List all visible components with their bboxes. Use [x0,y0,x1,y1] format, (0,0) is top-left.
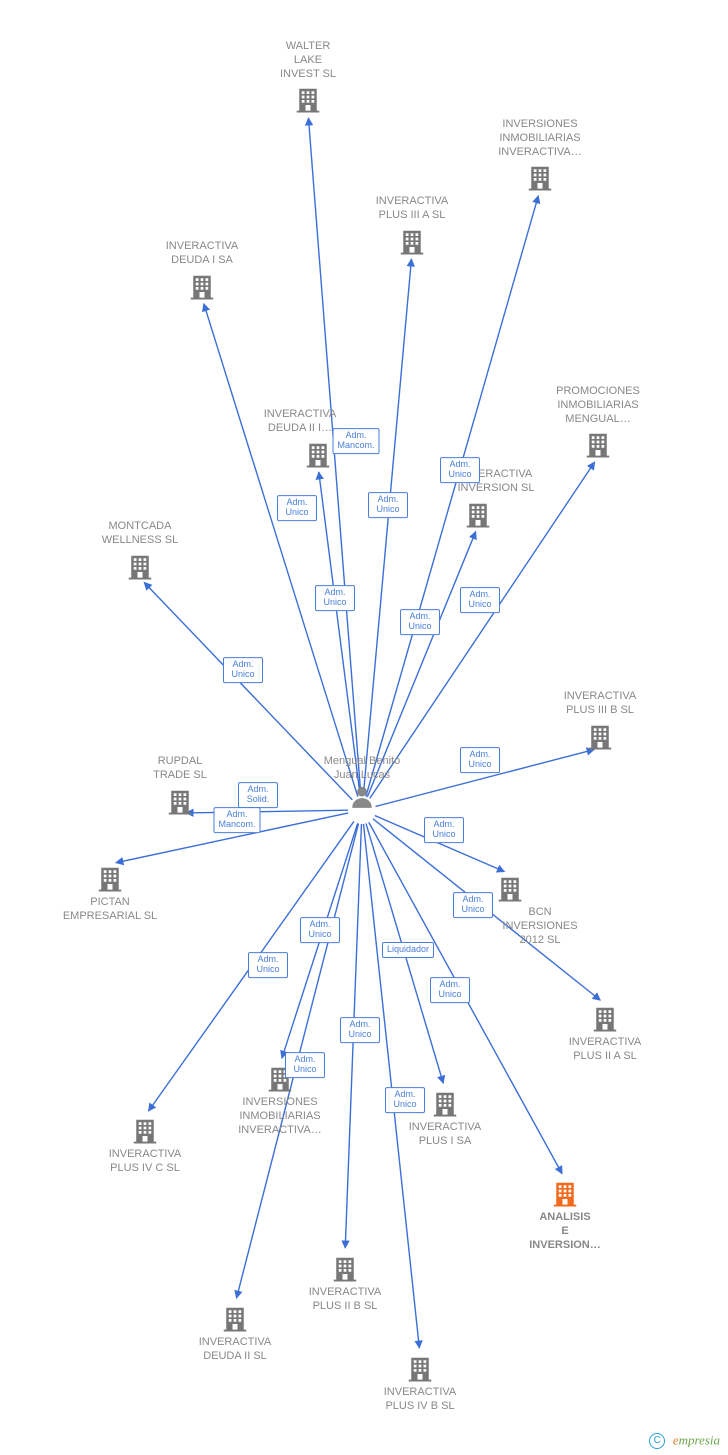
building-icon [175,1304,295,1334]
building-icon [248,85,368,115]
edge-label: Adm. Unico [430,977,470,1003]
edge-line [363,259,411,796]
edge-label: Adm. Unico [440,457,480,483]
edge-label: Adm. Mancom. [332,428,379,454]
edge-label: Adm. Unico [285,1052,325,1078]
company-node: INVERACTIVA PLUS III B SL [540,690,660,754]
copyright-brand: empresia [673,1433,720,1448]
company-label: ANALISIS E INVERSION… [505,1211,625,1252]
company-label: INVERSIONES INMOBILIARIAS INVERACTIVA… [480,118,600,159]
company-node: INVERACTIVA PLUS II B SL [285,1250,405,1314]
center-label: Mengual Benito Juan Lucas [312,755,412,783]
edge-line [319,472,360,796]
company-node: PROMOCIONES INMOBILIARIAS MENGUAL… [538,385,658,462]
company-node: WALTER LAKE INVEST SL [248,40,368,117]
building-icon [352,227,472,257]
company-node: INVERACTIVA PLUS III A SL [352,195,472,259]
building-icon [85,1116,205,1146]
edge-label: Adm. Unico [400,609,440,635]
building-icon [360,1354,480,1384]
company-node: INVERACTIVA DEUDA II SL [175,1300,295,1364]
company-node: ANALISIS E INVERSION… [505,1175,625,1252]
center-person-node: Mengual Benito Juan Lucas [312,755,412,816]
company-label: INVERACTIVA PLUS III A SL [352,195,472,223]
person-icon [312,783,412,816]
building-icon [142,272,262,302]
edge-label: Adm. Unico [453,892,493,918]
company-label: MONTCADA WELLNESS SL [80,520,200,548]
copyright-symbol: C [649,1433,665,1449]
edge-label: Adm. Unico [424,817,464,843]
building-icon [505,1179,625,1209]
company-label: INVERACTIVA PLUS IV B SL [360,1386,480,1414]
edge-label: Adm. Unico [368,492,408,518]
building-icon [540,722,660,752]
company-label: INVERACTIVA DEUDA I SA [142,240,262,268]
company-node: INVERACTIVA PLUS II A SL [545,1000,665,1064]
building-icon [480,163,600,193]
company-label: RUPDAL TRADE SL [120,755,240,783]
company-node: PICTAN EMPRESARIAL SL [50,860,170,924]
company-label: INVERACTIVA PLUS II A SL [545,1036,665,1064]
company-label: INVERSIONES INMOBILIARIAS INVERACTIVA… [220,1096,340,1137]
company-label: INVERACTIVA DEUDA II SL [175,1336,295,1364]
building-icon [418,500,538,530]
edge-label: Adm. Unico [340,1017,380,1043]
edge-label: Adm. Unico [385,1087,425,1113]
building-icon [545,1004,665,1034]
edge-label: Adm. Unico [223,657,263,683]
building-icon [285,1254,405,1284]
edge-label: Adm. Unico [460,747,500,773]
edge-label: Adm. Unico [248,952,288,978]
edge-label: Liquidador [382,942,434,958]
edge-line [204,304,358,797]
edge-label: Adm. Unico [460,587,500,613]
company-node: INVERACTIVA PLUS IV C SL [85,1112,205,1176]
company-label: PICTAN EMPRESARIAL SL [50,896,170,924]
company-label: INVERACTIVA PLUS IV C SL [85,1148,205,1176]
company-label: WALTER LAKE INVEST SL [248,40,368,81]
company-label: BCN INVERSIONES 2012 SL [480,906,600,947]
building-icon [50,864,170,894]
building-icon [538,430,658,460]
company-label: INVERACTIVA PLUS I SA [385,1121,505,1149]
edge-label: Adm. Unico [277,495,317,521]
edge-label: Adm. Solid. [238,782,278,808]
edge-label: Adm. Unico [300,917,340,943]
company-label: INVERACTIVA PLUS II B SL [285,1286,405,1314]
company-node: INVERSIONES INMOBILIARIAS INVERACTIVA… [480,118,600,195]
edge-label: Adm. Mancom. [213,807,260,833]
company-node: INVERACTIVA PLUS IV B SL [360,1350,480,1414]
company-node: INVERACTIVA DEUDA I SA [142,240,262,304]
edge-label: Adm. Unico [315,585,355,611]
company-node: MONTCADA WELLNESS SL [80,520,200,584]
building-icon [80,552,200,582]
company-label: INVERACTIVA PLUS III B SL [540,690,660,718]
company-label: PROMOCIONES INMOBILIARIAS MENGUAL… [538,385,658,426]
copyright: C empresia [649,1432,720,1449]
